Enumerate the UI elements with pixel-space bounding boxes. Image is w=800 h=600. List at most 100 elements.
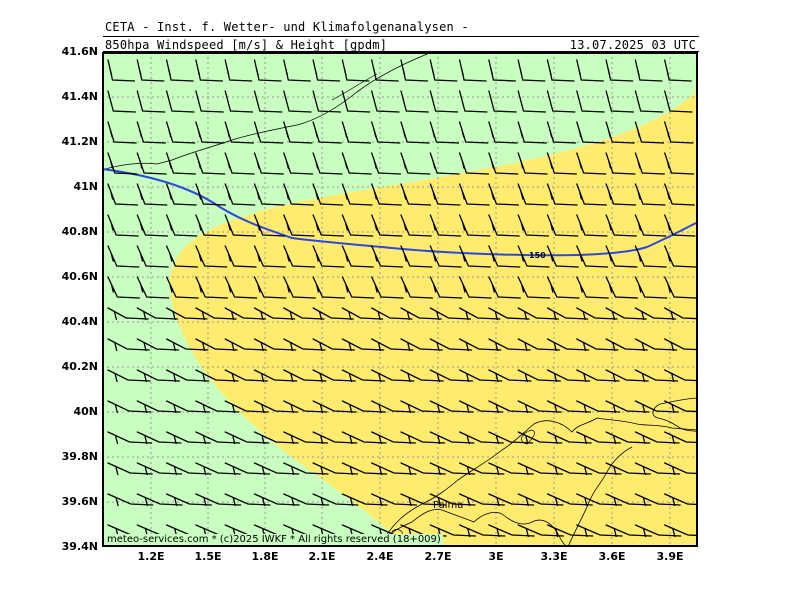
lon-label: 3.3E [540, 550, 568, 563]
wind-barb [165, 307, 208, 321]
wind-barb [341, 493, 388, 507]
wind-barb [664, 400, 698, 414]
wind-barb [605, 214, 637, 237]
wind-barb [634, 152, 665, 175]
lat-label: 40.2N [61, 360, 98, 373]
wind-barb [312, 276, 346, 299]
wind-barb [488, 121, 518, 144]
wind-barb [283, 307, 325, 321]
wind-barb [224, 493, 271, 507]
wind-barb [400, 369, 444, 383]
wind-barb [165, 431, 211, 445]
wind-barb [107, 59, 136, 82]
wind-barb [195, 59, 224, 82]
lat-label: 41N [73, 180, 98, 193]
wind-barb [165, 338, 209, 352]
wind-barb [165, 59, 194, 82]
wind-barb [605, 524, 652, 538]
graticule [102, 52, 698, 547]
wind-barb [458, 462, 505, 476]
wind-barb [312, 214, 344, 237]
wind-barb [107, 493, 154, 507]
wind-barb [605, 59, 634, 82]
wind-barb [312, 152, 343, 175]
wind-barb [195, 183, 227, 206]
wind-barb [634, 524, 682, 538]
wind-barb [195, 121, 225, 144]
wind-barb [605, 307, 647, 321]
header-rule-top [103, 36, 699, 37]
wind-barb [605, 462, 651, 476]
wind-barb [195, 276, 228, 299]
wind-barb [341, 152, 372, 175]
wind-barb [400, 59, 429, 82]
wind-barb [546, 524, 594, 538]
lat-label: 40.6N [61, 270, 98, 283]
wind-barb [195, 462, 241, 476]
wind-barb [605, 431, 651, 445]
wind-barb [488, 59, 517, 82]
wind-barb [634, 276, 668, 299]
wind-barb [488, 338, 531, 352]
wind-barb [546, 245, 579, 268]
wind-barb [341, 307, 384, 321]
wind-barb [371, 59, 399, 82]
wind-barb [312, 245, 345, 268]
wind-barb [634, 121, 665, 144]
wind-barb [517, 400, 562, 414]
wind-barb [136, 121, 167, 144]
wind-barb [253, 214, 286, 237]
wind-barb [634, 214, 667, 237]
wind-barb [371, 400, 416, 414]
wind-barb [546, 462, 593, 476]
wind-barb [253, 90, 283, 113]
wind-barb [517, 307, 560, 321]
wind-barb [341, 90, 371, 113]
wind-barb [371, 121, 401, 144]
wind-barb [165, 90, 195, 113]
wind-barb [576, 493, 623, 507]
wind-barb [488, 152, 519, 175]
wind-barb [224, 245, 257, 268]
wind-barb [605, 338, 648, 352]
wind-barb [224, 369, 268, 383]
wind-barb [458, 493, 505, 507]
wind-barb [664, 493, 698, 507]
wind-barb [546, 369, 591, 383]
wind-barb [312, 462, 358, 476]
wind-barb [429, 431, 475, 445]
wind-barb [576, 183, 607, 206]
wind-barb [664, 90, 693, 113]
wind-barb [458, 183, 490, 206]
wind-barb [107, 338, 150, 352]
wind-barb [224, 214, 257, 237]
wind-barb [312, 369, 356, 383]
wind-barb [312, 493, 359, 507]
wind-barb [458, 152, 490, 175]
wind-barb [371, 493, 418, 507]
wind-barb [195, 369, 239, 383]
wind-barb [546, 90, 576, 113]
wind-barb [546, 338, 590, 352]
wind-barb [517, 152, 548, 175]
wind-barb [458, 276, 492, 299]
wind-barb [195, 431, 241, 445]
wind-barb [664, 276, 697, 299]
wind-barb [517, 59, 546, 82]
wind-barb [312, 121, 342, 144]
lat-label: 40N [73, 405, 98, 418]
wind-barb [576, 462, 622, 476]
wind-barb [400, 276, 434, 299]
wind-barb [605, 276, 639, 299]
wind-barb [634, 59, 663, 82]
wind-barb [488, 214, 520, 237]
coastline-catalonia [102, 52, 433, 171]
wind-barb [517, 524, 565, 538]
wind-barb [458, 90, 488, 113]
wind-barb [488, 307, 530, 321]
wind-barb [400, 400, 445, 414]
lon-label: 3.6E [598, 550, 626, 563]
wind-barb [312, 90, 342, 113]
wind-barb [253, 462, 300, 476]
lat-label: 39.8N [61, 450, 98, 463]
